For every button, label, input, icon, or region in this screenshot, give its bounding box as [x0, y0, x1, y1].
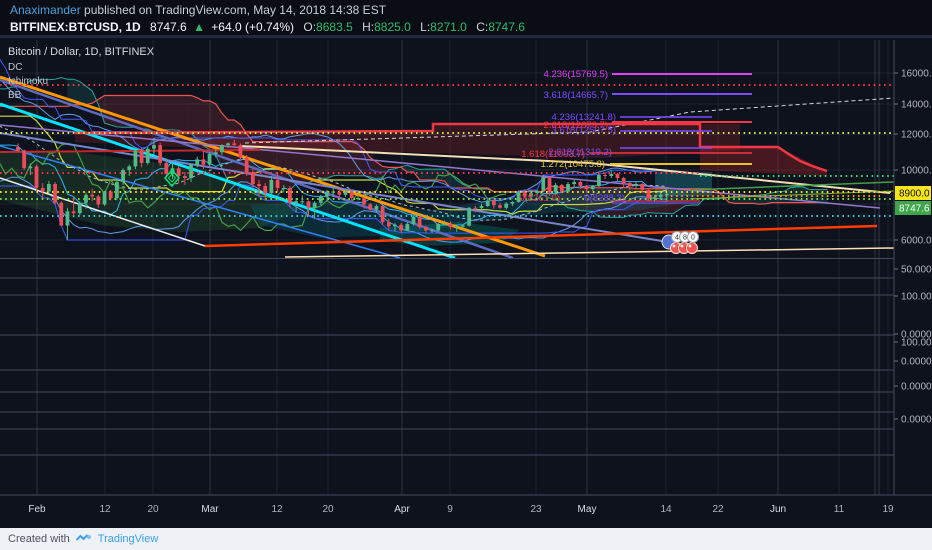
- svg-text:9: 9: [447, 504, 453, 515]
- open-label: O:: [303, 20, 317, 34]
- svg-text:12: 12: [271, 504, 283, 515]
- fib-lines-layer: [590, 73, 752, 204]
- svg-text:Feb: Feb: [28, 504, 46, 515]
- svg-text:0.0000: 0.0000: [901, 357, 932, 368]
- svg-text:0.0000: 0.0000: [901, 382, 932, 393]
- dotted-levels-layer: [0, 84, 894, 217]
- last-price: 8747.6: [150, 20, 187, 34]
- svg-text:4.236(15769.5): 4.236(15769.5): [544, 69, 608, 80]
- svg-text:3.618(14665.7): 3.618(14665.7): [544, 90, 608, 101]
- low-label: L:: [420, 20, 431, 34]
- svg-text:8747.6: 8747.6: [899, 204, 930, 215]
- pane-separators-layer: [0, 40, 932, 496]
- hand-cloud-layer: [0, 124, 827, 246]
- svg-text:8900.0: 8900.0: [899, 189, 930, 200]
- footer-bar: Created with TradingView: [0, 528, 932, 550]
- svg-text:Apr: Apr: [394, 504, 410, 515]
- price-change: +64.0 (+0.74%): [211, 20, 295, 34]
- price-axis[interactable]: 16000.0 14000.0 12000.0 10000.0 6000.0 50.000…: [894, 69, 932, 426]
- chart-header: Anaximander published on TradingView.com…: [0, 0, 932, 38]
- svg-text:0.0000: 0.0000: [901, 330, 932, 341]
- tradingview-logo-icon: [75, 534, 91, 541]
- fib-labels-layer: 4.236(15769.5) 3.618(14665.7) 2.618(12879.…: [519, 69, 625, 204]
- svg-text:22: 22: [712, 504, 724, 515]
- svg-text:0(8261.0): 0(8261.0): [519, 193, 560, 204]
- svg-text:4: 4: [675, 235, 679, 242]
- svg-text:19: 19: [882, 504, 894, 515]
- publish-line: Anaximander published on TradingView.com…: [10, 2, 932, 19]
- svg-text:4.236(13241.8): 4.236(13241.8): [552, 112, 616, 123]
- svg-text:2.618(12879.7): 2.618(12879.7): [544, 120, 608, 131]
- svg-text:12000.0: 12000.0: [901, 130, 932, 141]
- created-with-text: Created with: [8, 533, 70, 545]
- svg-text:Mar: Mar: [201, 504, 219, 515]
- close-value: 8747.6: [488, 20, 525, 34]
- candles-layer: [16, 138, 669, 240]
- svg-text:12: 12: [99, 504, 111, 515]
- price-chart-svg: 4.236(15769.5) 3.618(14665.7) 2.618(12879.…: [0, 40, 932, 515]
- svg-text:100.0000: 100.0000: [901, 292, 932, 303]
- trend-lines-layer: [0, 75, 894, 259]
- svg-text:1.272(10475.8): 1.272(10475.8): [541, 159, 605, 170]
- open-value: 8683.5: [316, 20, 353, 34]
- tradingview-brand-link[interactable]: TradingView: [97, 533, 159, 545]
- svg-text:0: 0: [691, 235, 695, 242]
- svg-text:100.0000: 100.0000: [901, 338, 932, 349]
- svg-text:20: 20: [147, 504, 159, 515]
- low-value: 8271.0: [430, 20, 467, 34]
- svg-text:14: 14: [660, 504, 672, 515]
- svg-text:0.0000: 0.0000: [901, 415, 932, 426]
- symbol-title[interactable]: BITFINEX:BTCUSD, 1D: [10, 20, 141, 34]
- svg-text:23: 23: [530, 504, 542, 515]
- svg-text:8: 8: [683, 235, 687, 242]
- svg-text:16000.0: 16000.0: [901, 69, 932, 80]
- svg-text:1.618(11093.7): 1.618(11093.7): [521, 149, 585, 160]
- svg-text:20: 20: [322, 504, 334, 515]
- published-text: published on TradingView.com, May 14, 20…: [80, 3, 387, 17]
- close-label: C:: [476, 20, 489, 34]
- svg-text:50.0000: 50.0000: [901, 265, 932, 276]
- chart-canvas[interactable]: Bitcoin / Dollar, 1D, BITFINEX DC Ichimo…: [0, 38, 932, 528]
- svg-text:11: 11: [834, 504, 845, 515]
- svg-text:6000.0: 6000.0: [901, 236, 932, 247]
- svg-text:2.618(11319.2): 2.618(11319.2): [548, 147, 612, 158]
- svg-text:May: May: [578, 504, 597, 515]
- author-link[interactable]: Anaximander: [10, 3, 81, 17]
- up-arrow-icon: ▲: [193, 20, 205, 34]
- svg-text:14000.0: 14000.0: [901, 100, 932, 111]
- high-label: H:: [362, 20, 375, 34]
- svg-text:0(8288.3): 0(8288.3): [584, 193, 625, 204]
- svg-text:Jun: Jun: [770, 504, 786, 515]
- svg-text:10000.0: 10000.0: [901, 166, 932, 177]
- svg-text:3.618(12507.5): 3.618(12507.5): [552, 125, 616, 136]
- time-axis[interactable]: Feb 12 20 Mar 12 20 Apr 9 23 May 14 22 Jun 11 19: [28, 504, 894, 515]
- grid-layer: [0, 40, 894, 495]
- main-pane-layer: [0, 58, 894, 259]
- symbol-line: BITFINEX:BTCUSD, 1D 8747.6 ▲ +64.0 (+0.7…: [10, 19, 932, 36]
- high-value: 8825.0: [374, 20, 411, 34]
